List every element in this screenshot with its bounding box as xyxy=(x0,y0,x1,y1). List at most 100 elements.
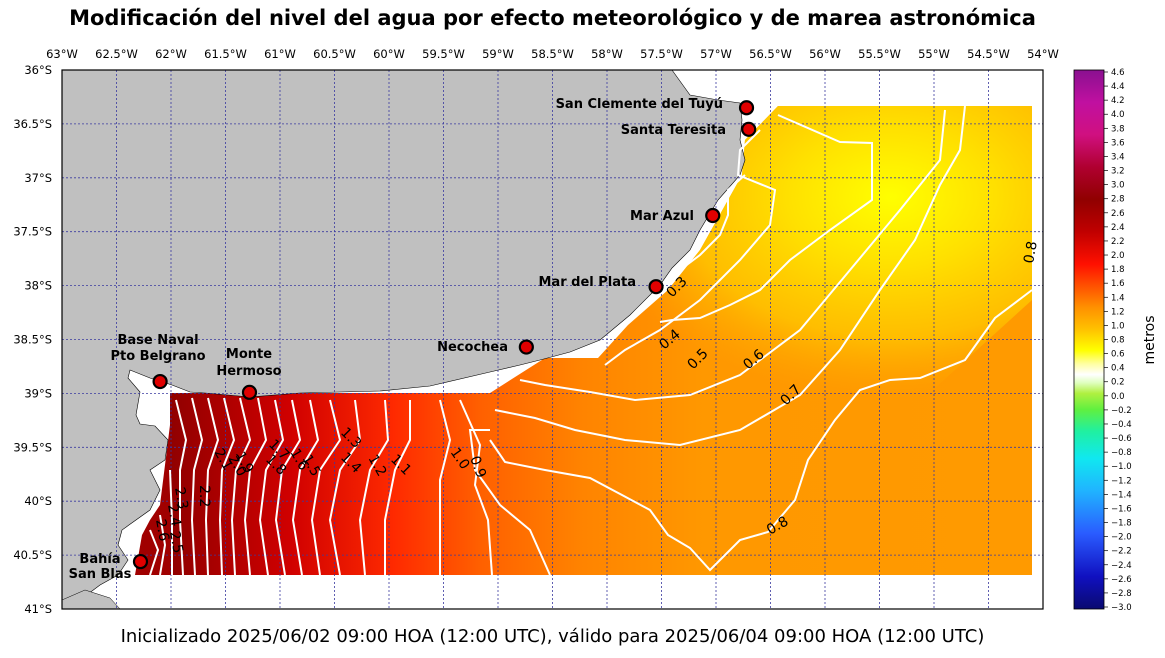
colorbar-tick-label: −0.8 xyxy=(1111,448,1132,458)
colorbar-tick-label: 1.0 xyxy=(1111,321,1125,331)
colorbar-tick-label: 0.8 xyxy=(1111,336,1125,346)
location-labels: San Clemente del Tuyú Santa Teresita Mar… xyxy=(69,97,726,582)
location-marker xyxy=(132,553,149,570)
contour-line xyxy=(169,469,173,575)
lat-tick-label: 37.5°S xyxy=(13,225,52,239)
colorbar-tick-label: −1.4 xyxy=(1111,490,1132,500)
contour-line xyxy=(519,109,946,402)
lat-tick-label: 38.5°S xyxy=(13,333,52,347)
lon-tick-label: 60.5°W xyxy=(313,47,356,61)
contour-line xyxy=(604,129,777,366)
location-marker xyxy=(518,339,534,355)
location-label: San Clemente del Tuyú xyxy=(556,97,723,112)
colorbar-tick-label: 3.8 xyxy=(1111,124,1125,134)
colorbar-tick-label: −0.6 xyxy=(1111,434,1132,444)
colorbar-tick-label: 1.2 xyxy=(1111,307,1125,317)
location-label-part: Hermoso xyxy=(216,364,281,379)
location-marker xyxy=(648,279,664,295)
contour-line xyxy=(149,529,160,576)
contour-label: 2.3 xyxy=(171,486,191,511)
colorbar xyxy=(1073,69,1105,610)
colorbar-tick-label: 0.6 xyxy=(1111,350,1125,360)
colorbar-tick-label: 2.8 xyxy=(1111,195,1125,205)
lat-tick-label: 41°S xyxy=(24,602,52,616)
lon-tick-label: 63°W xyxy=(46,47,78,61)
contour-line xyxy=(679,174,746,271)
lat-tick-label: 40.5°S xyxy=(13,548,52,562)
lon-tick-label: 54°W xyxy=(1027,47,1059,61)
location-markers xyxy=(132,100,757,570)
location-label-part: Pto Belgrano xyxy=(110,349,205,364)
colorbar-tick-label: −1.6 xyxy=(1111,504,1132,514)
colorbar-tick-label: 2.2 xyxy=(1111,237,1125,247)
contour-line xyxy=(358,399,390,576)
latitude-labels: 36°S 36.5°S 37°S 37.5°S 38°S 38.5°S 39°S 39.5°S… xyxy=(13,63,52,616)
lon-tick-label: 58.5°W xyxy=(531,47,574,61)
contour-lines xyxy=(149,105,1033,576)
colorbar-tick-label: −1.0 xyxy=(1111,462,1132,472)
colorbar-tick-label: 1.6 xyxy=(1111,279,1125,289)
lon-tick-label: 62.5°W xyxy=(95,47,138,61)
lat-tick-label: 36.5°S xyxy=(13,117,52,131)
location-label: Mar Azul xyxy=(630,209,694,224)
lon-tick-label: 57.5°W xyxy=(640,47,683,61)
lat-tick-label: 40°S xyxy=(24,494,52,508)
colorbar-tick-label: 0.2 xyxy=(1111,378,1125,388)
contour-line xyxy=(230,397,252,576)
lon-tick-label: 55°W xyxy=(918,47,950,61)
colorbar-tick-label: 2.4 xyxy=(1111,223,1125,233)
colorbar-tick-label: 3.2 xyxy=(1111,167,1125,177)
grid-lines xyxy=(62,70,1043,609)
colorbar-tick-label: 4.4 xyxy=(1111,82,1125,92)
colorbar-tick-label: −2.4 xyxy=(1111,561,1132,571)
location-marker xyxy=(705,207,721,224)
colorbar-tick-label: 3.6 xyxy=(1111,138,1125,148)
colorbar-tick-label: −2.0 xyxy=(1111,533,1132,543)
surge-field-southwest xyxy=(135,425,170,575)
lat-tick-label: 36°S xyxy=(24,63,52,77)
colorbar-tick-label: 4.2 xyxy=(1111,96,1125,106)
colorbar-label: metros xyxy=(1142,315,1158,364)
colorbar-tick-label: −1.8 xyxy=(1111,519,1132,529)
lat-tick-label: 39.5°S xyxy=(13,440,52,454)
location-marker xyxy=(152,373,168,390)
lon-tick-label: 54.5°W xyxy=(967,47,1010,61)
contour-line xyxy=(459,399,493,576)
contour-line xyxy=(274,399,302,576)
map-title: Modificación del nivel del agua por efec… xyxy=(69,6,1036,30)
colorbar-tick-label: 2.0 xyxy=(1111,251,1125,261)
location-marker xyxy=(741,121,757,137)
lon-tick-label: 56.5°W xyxy=(749,47,792,61)
contour-line xyxy=(384,400,411,575)
contour-line xyxy=(494,105,966,447)
contour-line xyxy=(175,399,188,576)
colorbar-tick-label: −0.4 xyxy=(1111,420,1132,430)
contour-label: 2.4 xyxy=(164,503,184,528)
contour-line xyxy=(291,399,320,576)
footer-caption: Inicializado 2025/06/02 09:00 HOA (12:00… xyxy=(120,626,985,647)
plot-frame xyxy=(61,69,1044,610)
location-marker xyxy=(738,100,755,116)
colorbar-tick-label: 0.4 xyxy=(1111,364,1125,374)
contour-line xyxy=(328,399,362,576)
lon-tick-label: 57°W xyxy=(700,47,732,61)
location-label-part: Monte xyxy=(226,347,272,362)
lat-tick-label: 39°S xyxy=(24,386,52,400)
colorbar-tick-label: 0.0 xyxy=(1111,392,1125,402)
lon-tick-label: 60°W xyxy=(373,47,405,61)
longitude-labels: 63°W 62.5°W 62°W 61.5°W 61°W 60.5°W 60°W 59.5°W… xyxy=(46,47,1059,61)
lon-tick-label: 59°W xyxy=(482,47,514,61)
lat-tick-label: 38°S xyxy=(24,279,52,293)
contour-line xyxy=(489,289,1033,572)
colorbar-tick-label: 1.8 xyxy=(1111,265,1125,275)
contour-line xyxy=(190,397,204,576)
lon-tick-label: 55.5°W xyxy=(858,47,901,61)
colorbar-tick-label: 3.4 xyxy=(1111,152,1125,162)
contour-line xyxy=(439,399,452,575)
colorbar-ticks: 4.6 4.4 4.2 4.0 3.8 3.6 3.4 3.2 3.0 2.8 2.6 2.4 2.2 2… xyxy=(1104,68,1132,613)
colorbar-tick-label: 4.6 xyxy=(1111,68,1125,78)
colorbar-tick-label: −0.2 xyxy=(1111,406,1132,416)
lon-tick-label: 58°W xyxy=(591,47,623,61)
colorbar-tick-label: −2.8 xyxy=(1111,589,1132,599)
